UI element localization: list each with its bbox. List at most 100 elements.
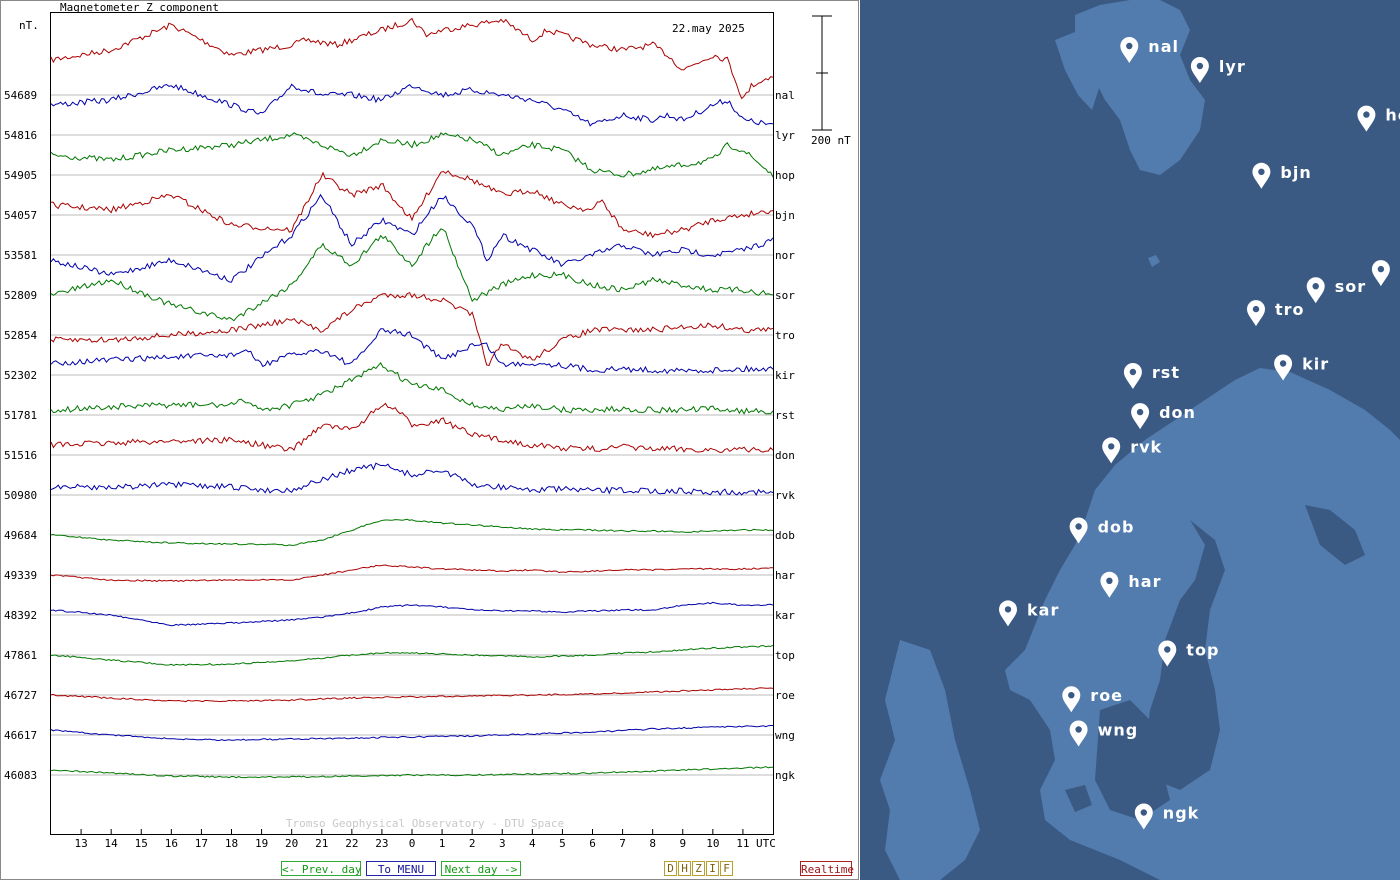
x-tick-label-15: 15 (135, 837, 148, 850)
x-tick-label-6: 6 (589, 837, 596, 850)
station-label-wng: wng (775, 729, 795, 742)
realtime-button[interactable]: Realtime (800, 861, 854, 876)
station-label-top: top (775, 649, 795, 662)
station-label-kar: kar (775, 609, 795, 622)
station-label-nal: nal (775, 89, 795, 102)
map-marker-kar[interactable]: kar (999, 600, 1059, 627)
magnetometer-chart: Magnetometer Z component nT. 22.may 2025… (0, 0, 859, 880)
bear-island-land (1148, 255, 1160, 267)
map-pin-icon (1120, 37, 1139, 63)
component-h-button[interactable]: H (678, 861, 691, 876)
map-marker-tro[interactable]: tro (1247, 300, 1305, 327)
white-sea-water (1305, 505, 1365, 565)
next-day-button[interactable]: Next day -> (441, 861, 521, 876)
series-line-nal (50, 17, 774, 100)
x-tick-label-17: 17 (195, 837, 208, 850)
map-label-roe: roe (1090, 686, 1123, 705)
component-z-button[interactable]: Z (692, 861, 705, 876)
x-tick-label-7: 7 (619, 837, 626, 850)
magnetometer-chart-panel: Magnetometer Z component nT. 22.may 2025… (0, 0, 860, 880)
map-pin-icon (1069, 517, 1088, 544)
map-marker-rvk[interactable]: rvk (1102, 437, 1162, 464)
watermark: Tromso Geophysical Observatory - DTU Spa… (286, 817, 564, 830)
map-marker-bjn[interactable]: bjn (1252, 162, 1311, 189)
x-tick-label-8: 8 (649, 837, 656, 850)
map-label-top: top (1186, 641, 1219, 660)
series-line-rvk (50, 462, 774, 496)
map-marker-kir[interactable]: kir (1274, 354, 1329, 381)
map-marker-nor[interactable]: nor (1371, 260, 1400, 287)
map-marker-lyr[interactable]: lyr (1190, 57, 1246, 83)
component-i-button[interactable]: I (706, 861, 719, 876)
map-marker-hop[interactable]: hop (1357, 105, 1400, 132)
baltic-water (1095, 700, 1170, 820)
component-f-button[interactable]: F (720, 861, 733, 876)
svalbard-land (1075, 0, 1205, 175)
map-label-bjn: bjn (1280, 163, 1311, 182)
map-marker-wng[interactable]: wng (1069, 720, 1139, 747)
station-map: nal lyr hop bjn norsor tro rst kir don rvk dob har k… (860, 0, 1400, 880)
x-tick-label-1: 1 (439, 837, 446, 850)
denmark-water (1065, 785, 1092, 812)
map-pin-icon (1252, 162, 1271, 189)
map-marker-don[interactable]: don (1131, 403, 1196, 430)
map-pin-hole (1106, 577, 1113, 584)
map-pin-icon (1102, 437, 1121, 464)
map-marker-har[interactable]: har (1100, 571, 1161, 598)
baseline-label-ngk: 46083 (4, 769, 37, 782)
series-line-tro (50, 291, 774, 367)
series-line-bjn (50, 170, 774, 239)
x-tick-label-11: 11 (736, 837, 749, 850)
x-tick-label-10: 10 (706, 837, 719, 850)
station-label-ngk: ngk (775, 769, 795, 782)
x-tick-label-9: 9 (679, 837, 686, 850)
series-line-lyr (50, 83, 774, 127)
menu-button[interactable]: To MENU (366, 861, 436, 876)
series-line-top (50, 644, 774, 666)
component-d-button[interactable]: D (664, 861, 677, 876)
map-pin-icon (1123, 363, 1142, 389)
baseline-label-top: 47861 (4, 649, 37, 662)
x-tick-label-4: 4 (529, 837, 536, 850)
x-tick-label-18: 18 (225, 837, 238, 850)
map-marker-dob[interactable]: dob (1069, 517, 1135, 544)
x-tick-label-3: 3 (499, 837, 506, 850)
x-axis-unit: UTC (756, 837, 776, 850)
station-label-har: har (775, 569, 795, 582)
map-pin-hole (1075, 726, 1082, 733)
map-pin-icon (1357, 105, 1376, 132)
baseline-label-kir: 52302 (4, 369, 37, 382)
x-tick-label-20: 20 (285, 837, 298, 850)
x-tick-label-14: 14 (105, 837, 119, 850)
map-pin-icon (1371, 260, 1390, 287)
map-pin-hole (1140, 809, 1147, 816)
station-label-don: don (775, 449, 795, 462)
map-label-rvk: rvk (1130, 437, 1162, 456)
map-label-tro: tro (1275, 300, 1305, 319)
map-pin-hole (1252, 305, 1260, 313)
station-label-rst: rst (775, 409, 795, 422)
map-pin-hole (1068, 692, 1075, 699)
series-line-roe (50, 687, 774, 703)
map-marker-roe[interactable]: roe (1062, 686, 1123, 713)
map-marker-sor[interactable]: sor (1306, 277, 1366, 304)
map-pin-hole (1129, 368, 1137, 376)
station-map-canvas: nal lyr hop bjn norsor tro rst kir don rvk dob har k… (880, 0, 1400, 880)
map-marker-ngk[interactable]: ngk (1134, 803, 1199, 830)
map-marker-rst[interactable]: rst (1123, 363, 1180, 389)
svalbard-west-land (1055, 30, 1100, 110)
map-pin-hole (1126, 42, 1133, 50)
map-marker-nal[interactable]: nal (1120, 37, 1179, 63)
baseline-label-tro: 52854 (4, 329, 37, 342)
britain-land (880, 640, 980, 880)
map-marker-top[interactable]: top (1158, 640, 1219, 667)
prev-day-button[interactable]: <- Prev. day (281, 861, 362, 876)
baseline-label-don: 51516 (4, 449, 37, 462)
chart-title: Magnetometer Z component (60, 1, 219, 14)
baseline-label-bjn: 54057 (4, 209, 37, 222)
map-pin-icon (999, 600, 1017, 627)
map-pin-hole (1363, 111, 1370, 118)
map-label-nal: nal (1148, 37, 1179, 56)
map-label-ngk: ngk (1163, 804, 1199, 823)
map-label-wng: wng (1098, 721, 1139, 740)
